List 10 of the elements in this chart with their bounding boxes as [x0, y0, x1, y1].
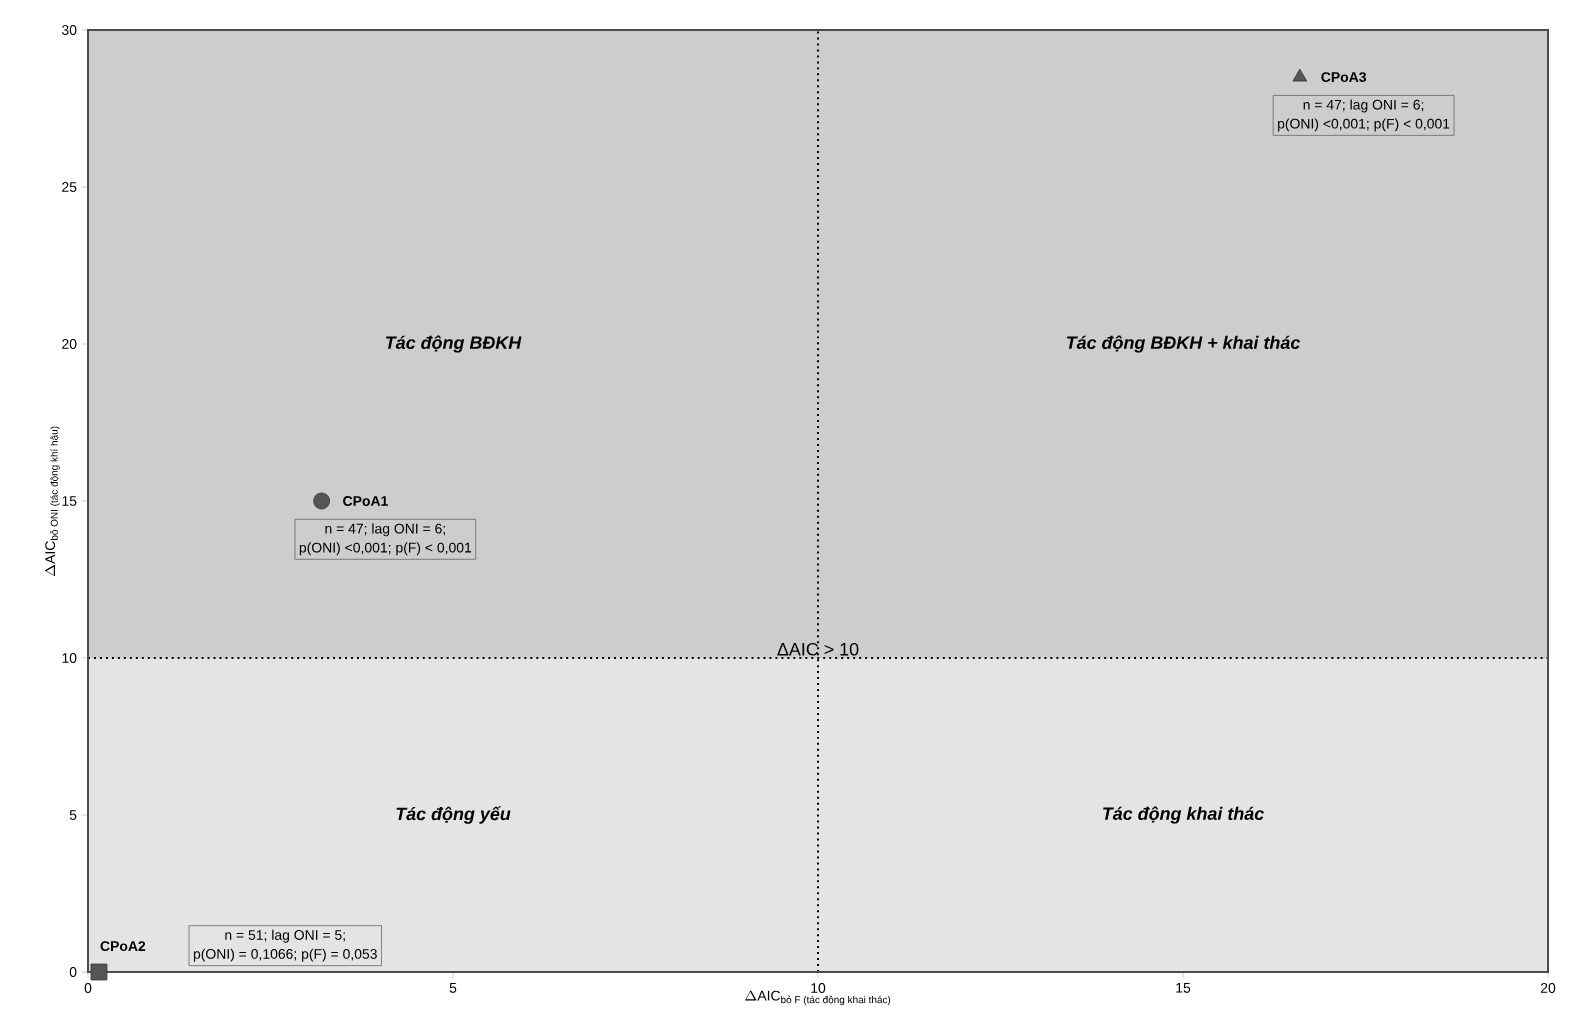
annotation: Tác động BĐKH — [386, 335, 522, 353]
annotation: Tác động BĐKH + khai thác — [1066, 335, 1301, 353]
ref-line-label: ΔAIC > 10 — [777, 642, 859, 656]
point — [1292, 68, 1308, 82]
annotation: Tác động yếu — [396, 806, 511, 824]
y-axis-title: $\Delta\text{AIC}_{\text{bỏ ONI (tác động khí hậu)}}$ — [45, 426, 60, 577]
point — [313, 492, 330, 510]
point — [90, 963, 108, 981]
x-axis-title: $\Delta\text{AIC}_{\text{bỏ F (tác động khai thác)}}$ — [745, 990, 891, 1006]
annotation: Tác động khai thác — [1103, 806, 1264, 824]
